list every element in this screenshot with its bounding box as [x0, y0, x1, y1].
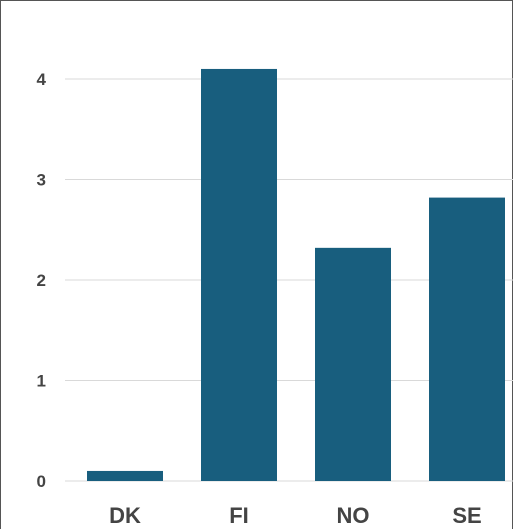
y-tick-label: 3 [37, 171, 46, 190]
x-axis-ticks: DK FI NO SE [109, 503, 482, 528]
bar-fi [201, 68, 277, 481]
y-tick-label: 1 [37, 372, 46, 391]
bar-dk [87, 470, 163, 481]
x-tick-label-dk: DK [109, 503, 141, 528]
y-tick-label: 2 [37, 271, 46, 290]
bar-se [429, 197, 505, 481]
bars [87, 68, 505, 481]
y-axis-ticks: 0 1 2 3 4 [37, 70, 47, 491]
x-tick-label-fi: FI [229, 503, 249, 528]
x-tick-label-no: NO [337, 503, 370, 528]
y-tick-label: 0 [37, 472, 46, 491]
x-tick-label-se: SE [452, 503, 481, 528]
bar-no [315, 247, 391, 481]
y-tick-label: 4 [37, 70, 47, 89]
